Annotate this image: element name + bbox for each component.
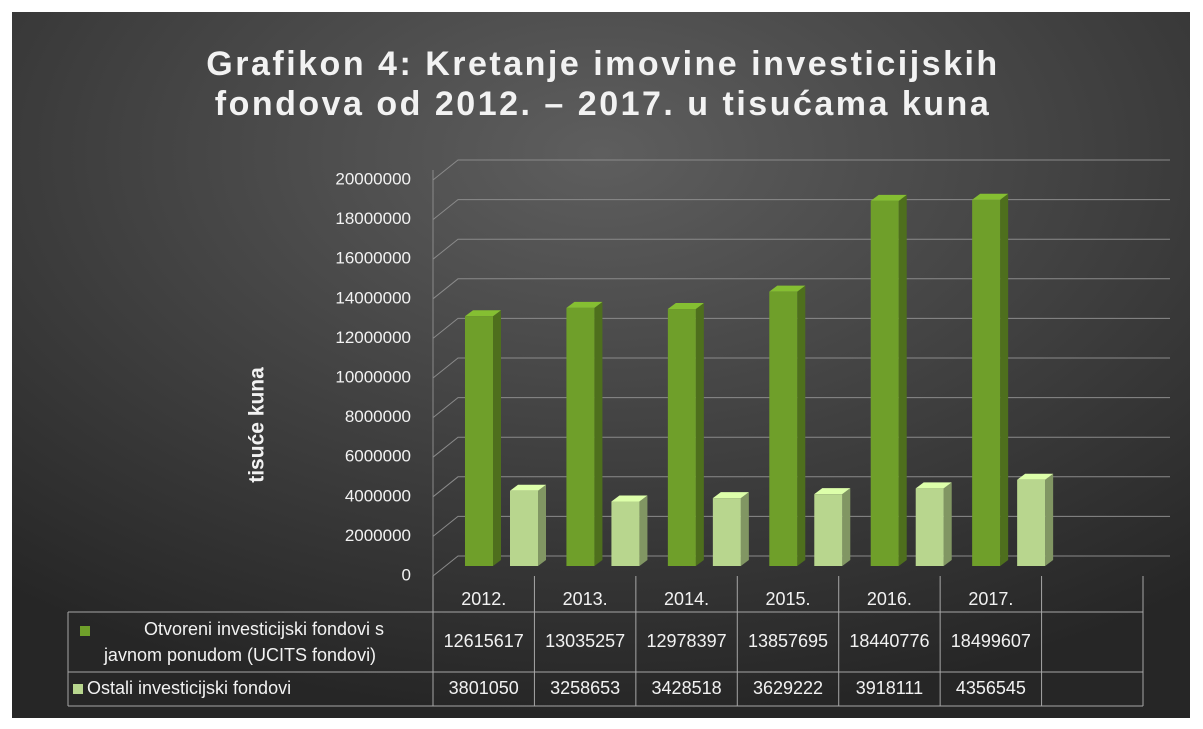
y-tick-label: 12000000 [335,328,411,347]
bar-side [1045,473,1054,566]
y-tick-label: 8000000 [345,407,411,426]
y-tick-label: 6000000 [345,447,411,466]
bar-side [594,301,603,566]
x-tick-label: 2015. [765,589,810,609]
legend-label: Ostali investicijski fondovi [87,678,291,698]
chart-title: fondova od 2012. – 2017. u tisućama kuna [215,85,991,123]
grid-line [432,278,1170,300]
bar [870,200,899,567]
bar-side [943,482,952,566]
bar-side [740,492,749,566]
chart-title: Grafikon 4: Kretanje imovine investicijs… [206,45,999,83]
bar-top [915,482,952,489]
x-tick-label: 2017. [968,589,1013,609]
table-value: 13857695 [748,631,828,651]
table-value: 12978397 [647,631,727,651]
y-tick-label: 18000000 [335,209,411,228]
grid-line [432,357,1170,379]
table-value: 3918111 [856,678,923,698]
grid-line [432,397,1170,418]
table-value: 3629222 [753,678,823,698]
bar-top [465,310,501,317]
bar-side [797,285,806,566]
x-tick-label: 2013. [563,589,608,609]
grid-line [432,317,1170,339]
bar [510,490,538,566]
bar [1017,479,1046,566]
legend-marker [80,626,90,636]
bar [611,501,640,566]
bar-top [566,301,603,308]
table-value: 12615617 [444,631,524,651]
bar-side [639,495,648,566]
table-value: 3801050 [449,678,519,698]
table-value: 4356545 [956,678,1026,698]
bar-top [712,492,749,499]
grid-line [432,238,1170,260]
table-value: 13035257 [545,631,625,651]
y-tick-label: 4000000 [345,486,411,505]
bar-top [814,488,851,495]
y-tick-label: 14000000 [335,288,411,307]
x-tick-label: 2016. [867,589,912,609]
y-tick-label: 16000000 [335,249,411,268]
bar [667,309,696,566]
grid-line [432,199,1170,220]
bar-top [611,495,648,502]
table-value: 3258653 [550,678,620,698]
x-tick-label: 2012. [461,589,506,609]
bar [712,498,741,566]
bar-top [510,484,546,491]
y-axis-label: tisuće kuna [246,367,269,483]
grid-line [432,159,1170,181]
bar [769,291,798,566]
bar-side [493,310,501,566]
legend-label: Otvoreni investicijski fondovi s javnom p… [103,619,384,665]
x-tick-label: 2014. [664,589,709,609]
y-tick-label: 0 [402,565,411,584]
bar-side [842,488,851,566]
bar-top [667,303,704,310]
bar [972,199,1001,567]
grid-line [432,436,1170,458]
y-tick-label: 2000000 [345,526,411,545]
bar-side [695,303,704,566]
y-tick-label: 20000000 [335,169,411,188]
bar [915,488,944,566]
grid-line [432,476,1170,498]
bar-side [538,484,546,566]
bar-top [972,193,1009,200]
table-value: 18499607 [951,631,1031,651]
legend-marker [73,684,83,694]
bar-top [870,194,907,201]
bar [465,316,493,566]
y-tick-label: 10000000 [335,367,411,386]
bar [566,307,595,566]
table-value: 18440776 [849,631,929,651]
table-value: 3428518 [652,678,722,698]
bar-side [1000,193,1009,567]
bar-side [898,194,907,567]
bar-top [1017,473,1054,480]
bar [814,494,843,566]
bar-top [769,285,806,292]
